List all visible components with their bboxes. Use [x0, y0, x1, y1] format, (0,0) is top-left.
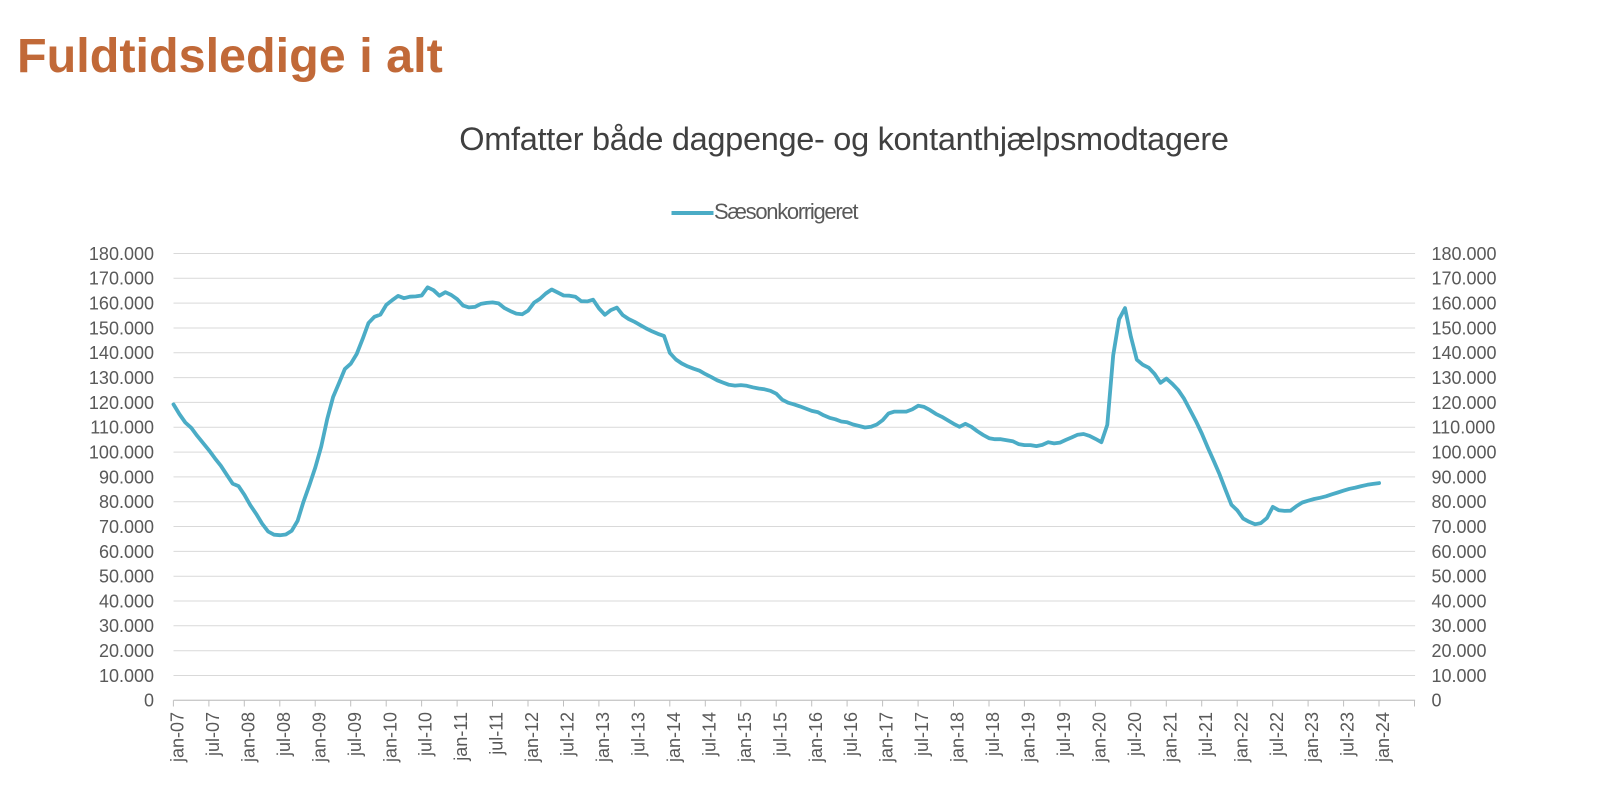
svg-text:70.000: 70.000 — [1432, 517, 1487, 537]
svg-text:jul-18: jul-18 — [983, 712, 1003, 757]
svg-text:jul-11: jul-11 — [487, 712, 507, 756]
svg-text:100.000: 100.000 — [89, 443, 154, 463]
svg-text:90.000: 90.000 — [1432, 467, 1487, 487]
svg-text:jan-23: jan-23 — [1302, 712, 1322, 763]
svg-text:jul-23: jul-23 — [1338, 712, 1358, 757]
svg-text:140.000: 140.000 — [1432, 343, 1497, 363]
svg-text:100.000: 100.000 — [1432, 443, 1497, 463]
svg-text:jul-09: jul-09 — [345, 712, 365, 757]
svg-text:jan-16: jan-16 — [806, 712, 826, 763]
svg-text:jan-15: jan-15 — [735, 712, 755, 763]
svg-text:jul-12: jul-12 — [558, 712, 578, 757]
svg-text:40.000: 40.000 — [1432, 591, 1487, 611]
svg-text:10.000: 10.000 — [1432, 666, 1487, 686]
svg-text:jul-14: jul-14 — [699, 712, 719, 757]
svg-text:170.000: 170.000 — [89, 269, 154, 289]
svg-text:140.000: 140.000 — [89, 343, 154, 363]
svg-text:jan-07: jan-07 — [168, 712, 188, 763]
svg-text:jul-22: jul-22 — [1267, 712, 1287, 757]
svg-text:jan-18: jan-18 — [948, 712, 968, 763]
svg-text:160.000: 160.000 — [89, 294, 154, 314]
svg-text:40.000: 40.000 — [99, 591, 154, 611]
svg-text:80.000: 80.000 — [99, 492, 154, 512]
svg-text:jan-08: jan-08 — [238, 712, 258, 763]
svg-text:jan-21: jan-21 — [1160, 712, 1180, 763]
svg-text:jul-07: jul-07 — [203, 712, 223, 757]
svg-text:jul-10: jul-10 — [416, 712, 436, 757]
svg-text:60.000: 60.000 — [99, 542, 154, 562]
svg-text:180.000: 180.000 — [89, 244, 154, 264]
svg-text:120.000: 120.000 — [1432, 393, 1497, 413]
svg-text:50.000: 50.000 — [1432, 567, 1487, 587]
svg-text:jul-21: jul-21 — [1196, 712, 1216, 757]
svg-text:20.000: 20.000 — [1432, 641, 1487, 661]
svg-text:170.000: 170.000 — [1432, 269, 1497, 289]
svg-text:80.000: 80.000 — [1432, 492, 1487, 512]
svg-text:jul-19: jul-19 — [1054, 712, 1074, 757]
svg-text:60.000: 60.000 — [1432, 542, 1487, 562]
svg-text:jan-12: jan-12 — [522, 712, 542, 763]
svg-text:30.000: 30.000 — [1432, 616, 1487, 636]
svg-text:110.000: 110.000 — [1432, 418, 1496, 438]
svg-text:150.000: 150.000 — [89, 318, 154, 338]
svg-text:10.000: 10.000 — [99, 666, 154, 686]
svg-text:130.000: 130.000 — [89, 368, 154, 388]
svg-text:0: 0 — [1432, 691, 1442, 711]
svg-text:50.000: 50.000 — [99, 567, 154, 587]
svg-text:110.000: 110.000 — [90, 418, 154, 438]
svg-text:jul-20: jul-20 — [1125, 712, 1145, 757]
svg-text:jul-17: jul-17 — [912, 712, 932, 757]
svg-text:jul-08: jul-08 — [274, 712, 294, 757]
svg-text:0: 0 — [144, 691, 154, 711]
svg-text:jul-13: jul-13 — [629, 712, 649, 757]
svg-text:180.000: 180.000 — [1432, 244, 1497, 264]
svg-text:jan-09: jan-09 — [309, 712, 329, 763]
svg-text:120.000: 120.000 — [89, 393, 154, 413]
svg-text:jan-10: jan-10 — [380, 712, 400, 763]
svg-text:jul-16: jul-16 — [841, 712, 861, 757]
svg-text:90.000: 90.000 — [99, 467, 154, 487]
svg-text:jan-17: jan-17 — [877, 712, 897, 763]
svg-text:130.000: 130.000 — [1432, 368, 1497, 388]
svg-text:160.000: 160.000 — [1432, 294, 1497, 314]
svg-text:jan-13: jan-13 — [593, 712, 613, 763]
svg-text:jan-11: jan-11 — [451, 712, 471, 762]
svg-text:150.000: 150.000 — [1432, 318, 1497, 338]
svg-text:20.000: 20.000 — [99, 641, 154, 661]
svg-text:jul-15: jul-15 — [770, 712, 790, 757]
svg-text:jan-20: jan-20 — [1090, 712, 1110, 763]
svg-text:jan-24: jan-24 — [1373, 712, 1393, 763]
svg-text:jan-19: jan-19 — [1019, 712, 1039, 763]
svg-text:30.000: 30.000 — [99, 616, 154, 636]
svg-text:jan-22: jan-22 — [1231, 712, 1251, 763]
svg-text:jan-14: jan-14 — [664, 712, 684, 763]
svg-text:70.000: 70.000 — [99, 517, 154, 537]
